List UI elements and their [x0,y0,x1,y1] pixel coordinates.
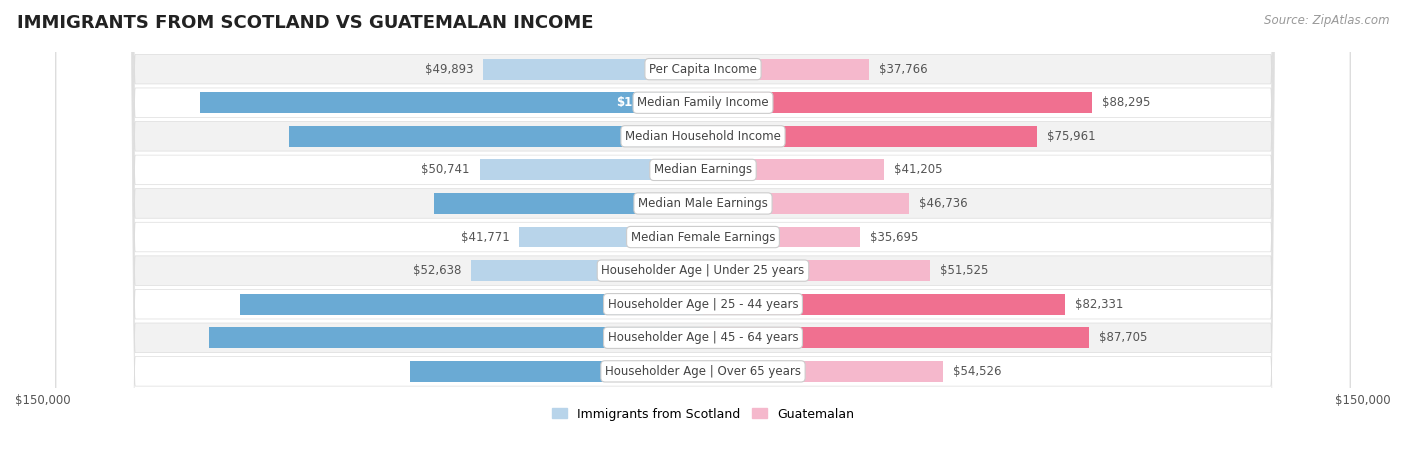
Text: Householder Age | Over 65 years: Householder Age | Over 65 years [605,365,801,378]
FancyBboxPatch shape [56,0,1350,467]
Text: Householder Age | 25 - 44 years: Householder Age | 25 - 44 years [607,297,799,311]
FancyBboxPatch shape [56,0,1350,467]
Bar [288,126,703,147]
Text: $114,392: $114,392 [616,96,678,109]
Text: Median Male Earnings: Median Male Earnings [638,197,768,210]
Text: Median Family Income: Median Family Income [637,96,769,109]
Bar [703,59,869,79]
Text: $87,705: $87,705 [1099,331,1147,344]
Bar [703,327,1090,348]
Text: $54,526: $54,526 [953,365,1001,378]
FancyBboxPatch shape [56,0,1350,467]
FancyBboxPatch shape [56,0,1350,467]
Text: $66,620: $66,620 [634,365,689,378]
Bar [703,361,943,382]
Bar [409,361,703,382]
Bar [703,260,929,281]
Bar [200,92,703,113]
FancyBboxPatch shape [56,0,1350,467]
Bar [703,294,1066,315]
Text: $61,220: $61,220 [636,197,689,210]
Text: Source: ZipAtlas.com: Source: ZipAtlas.com [1264,14,1389,27]
Bar [703,92,1091,113]
Bar [484,59,703,79]
Bar [703,193,908,214]
FancyBboxPatch shape [56,0,1350,467]
Text: Median Household Income: Median Household Income [626,130,780,143]
Text: $112,175: $112,175 [617,331,678,344]
Text: $41,205: $41,205 [894,163,943,177]
Bar [703,126,1038,147]
Text: IMMIGRANTS FROM SCOTLAND VS GUATEMALAN INCOME: IMMIGRANTS FROM SCOTLAND VS GUATEMALAN I… [17,14,593,32]
FancyBboxPatch shape [56,0,1350,467]
Bar [240,294,703,315]
Legend: Immigrants from Scotland, Guatemalan: Immigrants from Scotland, Guatemalan [547,403,859,425]
FancyBboxPatch shape [56,0,1350,467]
Text: $50,741: $50,741 [422,163,470,177]
Text: $105,089: $105,089 [619,297,681,311]
Bar [703,226,860,248]
Text: $37,766: $37,766 [879,63,928,76]
Bar [519,226,703,248]
Text: Householder Age | 45 - 64 years: Householder Age | 45 - 64 years [607,331,799,344]
Text: $49,893: $49,893 [425,63,474,76]
FancyBboxPatch shape [56,0,1350,467]
Bar [209,327,703,348]
Text: $88,295: $88,295 [1101,96,1150,109]
Text: Householder Age | Under 25 years: Householder Age | Under 25 years [602,264,804,277]
Bar [471,260,703,281]
Bar [479,159,703,180]
Text: $94,091: $94,091 [628,130,682,143]
Text: $51,525: $51,525 [939,264,988,277]
Text: $52,638: $52,638 [413,264,461,277]
Bar [433,193,703,214]
Text: $75,961: $75,961 [1047,130,1095,143]
Text: $41,771: $41,771 [461,231,509,244]
Text: Per Capita Income: Per Capita Income [650,63,756,76]
Text: $46,736: $46,736 [918,197,967,210]
Text: Median Female Earnings: Median Female Earnings [631,231,775,244]
Text: Median Earnings: Median Earnings [654,163,752,177]
FancyBboxPatch shape [56,0,1350,467]
Bar [703,159,884,180]
Text: $82,331: $82,331 [1076,297,1123,311]
Text: $35,695: $35,695 [870,231,918,244]
